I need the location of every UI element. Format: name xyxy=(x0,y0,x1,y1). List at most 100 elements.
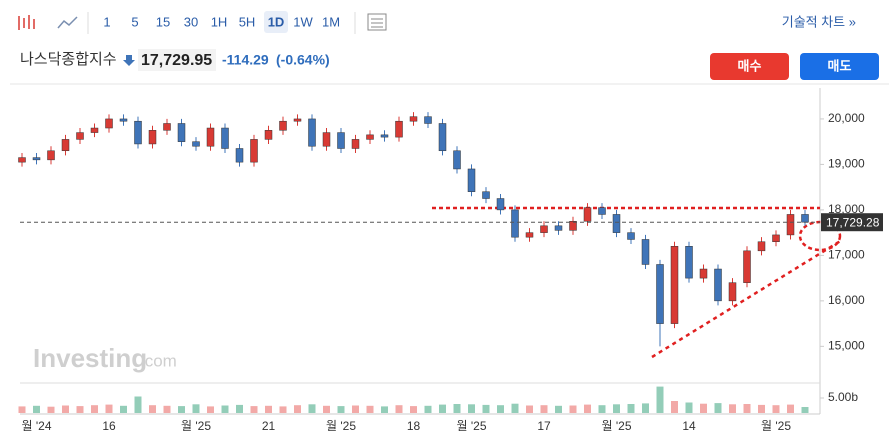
y-tick-label: 17,000 xyxy=(828,248,865,262)
watermark-brand: Investing xyxy=(33,343,147,373)
volume-bar xyxy=(395,405,403,413)
candle-body xyxy=(699,268,708,279)
x-tick-label: 월 '25 xyxy=(761,419,791,433)
candle-body xyxy=(728,282,737,302)
table-icon[interactable] xyxy=(367,13,387,31)
volume-bar xyxy=(540,405,548,413)
candle-body xyxy=(366,134,374,140)
y-tick-label: 18,000 xyxy=(828,202,865,216)
interval-button[interactable]: 1 xyxy=(103,14,110,29)
down-arrow xyxy=(123,55,135,66)
candle-body xyxy=(105,118,113,129)
icon-bg xyxy=(16,14,36,32)
y2-tick-label: 5.00b xyxy=(828,390,858,404)
volume-bar xyxy=(178,406,185,413)
candle-body xyxy=(90,127,99,133)
candle-body xyxy=(177,123,186,142)
trendline-drawing xyxy=(651,238,843,359)
x-tick-label: 월 '25 xyxy=(326,419,356,433)
volume-bar xyxy=(62,405,69,413)
icon xyxy=(18,15,35,30)
candle-body xyxy=(467,168,476,192)
volume-bar xyxy=(801,407,809,413)
candle-body xyxy=(337,132,345,149)
candle-body xyxy=(583,207,592,222)
volume-bar xyxy=(787,404,794,413)
candle-body xyxy=(380,134,389,138)
interval-button[interactable]: 5 xyxy=(131,14,138,29)
candle-body xyxy=(47,150,55,161)
sell-button[interactable] xyxy=(800,53,879,80)
candle-body xyxy=(163,123,171,131)
volume-bar xyxy=(700,403,707,413)
tech-chart-link[interactable]: 기술적 차트 » xyxy=(782,14,856,29)
candle-body xyxy=(221,127,229,149)
interval-button[interactable]: 1M xyxy=(322,14,340,29)
candle-body xyxy=(641,239,650,265)
volume-bar xyxy=(381,406,388,413)
candle-body xyxy=(264,130,273,140)
candle-body xyxy=(453,150,461,170)
candle-body xyxy=(308,118,316,147)
volume-bar xyxy=(308,404,316,413)
volume-bar xyxy=(366,405,374,413)
interval-button[interactable]: 15 xyxy=(156,14,170,29)
x-tick-label: 월 '25 xyxy=(601,419,631,433)
candle-body xyxy=(235,148,244,163)
candle-body xyxy=(612,214,621,233)
volume-bar xyxy=(497,405,504,413)
price: 17,729.95 xyxy=(141,52,212,69)
interval-button[interactable]: 5H xyxy=(239,14,256,29)
volume-bar xyxy=(250,406,258,413)
interval-button[interactable]: 1H xyxy=(211,14,228,29)
x-tick-label: 월 '25 xyxy=(456,419,486,433)
volume-bar xyxy=(758,404,765,413)
candle-body xyxy=(496,198,505,211)
candle-body xyxy=(192,141,200,147)
volume-bar xyxy=(642,403,649,413)
volume-bar xyxy=(410,406,417,413)
x-tick-label: 16 xyxy=(102,419,116,433)
volume-bar xyxy=(236,404,243,413)
volume-bar xyxy=(743,404,751,413)
interval-button[interactable]: 30 xyxy=(184,14,198,29)
candle-body xyxy=(76,132,84,140)
x-tick-label: 17 xyxy=(537,419,551,433)
candle-body xyxy=(206,127,215,147)
price-bg xyxy=(138,49,216,71)
volume-bar xyxy=(439,404,446,413)
buy-button[interactable] xyxy=(710,53,789,80)
y-tick-label: 15,000 xyxy=(828,339,865,353)
line-icon[interactable] xyxy=(57,16,78,29)
candle-body xyxy=(757,241,766,252)
interval-button[interactable]: 1D xyxy=(268,14,285,29)
candle-body xyxy=(119,118,128,122)
volume-bar xyxy=(192,404,200,413)
volume-bar xyxy=(511,403,519,413)
candle-body xyxy=(554,225,563,231)
interval-button[interactable]: 1W xyxy=(293,14,313,29)
candle-body xyxy=(482,191,490,199)
last-price-label: 17,729.28 xyxy=(826,215,880,229)
x-tick-label: 18 xyxy=(407,419,421,433)
volume-bar xyxy=(18,406,26,413)
candle-body xyxy=(627,232,635,240)
instrument-name: 나스닥종합지수 xyxy=(20,51,117,68)
candle-body xyxy=(395,120,403,138)
candle-body xyxy=(409,116,418,122)
volume-bar xyxy=(569,405,577,413)
volume-bar xyxy=(453,404,461,413)
volume-bar xyxy=(627,404,635,413)
volume-bar xyxy=(729,404,736,413)
candle-body xyxy=(511,209,519,238)
volume-bar xyxy=(555,405,562,413)
candle-body xyxy=(670,246,679,324)
candle-body xyxy=(801,214,809,223)
candle-body xyxy=(322,132,331,147)
sell-label: 매도 xyxy=(828,58,852,73)
volume-bar xyxy=(33,405,40,413)
change-pct: (-0.64%) xyxy=(276,52,330,68)
candle-icon[interactable] xyxy=(16,14,36,32)
watermark-suffix: .com xyxy=(140,351,177,370)
